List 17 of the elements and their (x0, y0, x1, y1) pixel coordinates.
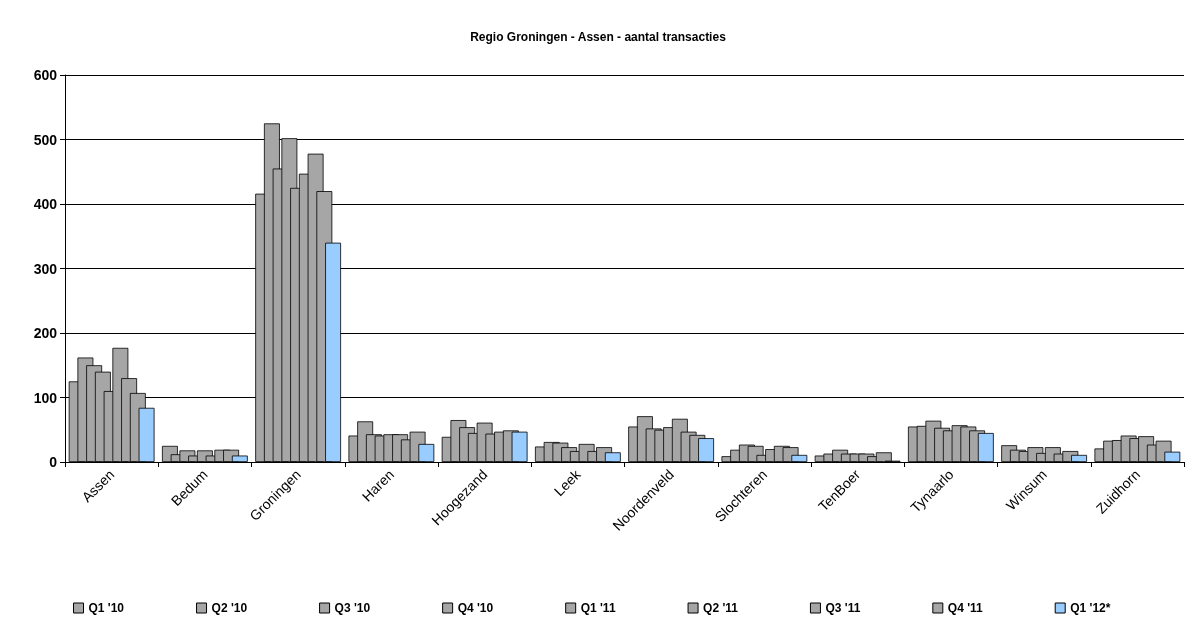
legend-label: Q4 '10 (457, 601, 494, 615)
y-tick-label: 600 (33, 67, 58, 83)
legend-label: Q1 '11 (580, 601, 616, 615)
y-tick-label: 400 (33, 196, 58, 212)
y-tick-label: 0 (49, 454, 58, 470)
legend-label: Q3 '10 (334, 601, 371, 615)
y-tick-label: 200 (33, 325, 58, 341)
legend-label: Q1 '12* (1070, 601, 1111, 615)
chart-title: Regio Groningen - Assen - aantal transacties (470, 30, 727, 44)
y-tick-label: 500 (33, 131, 58, 148)
legend-label: Q4 '11 (947, 601, 984, 615)
legend-label: Q3 '11 (825, 601, 861, 615)
legend-label: Q2 '10 (211, 601, 248, 615)
y-tick-label: 300 (33, 260, 58, 277)
legend-label: Q2 '11 (703, 601, 739, 615)
y-tick-label: 100 (33, 389, 58, 406)
legend-label: Q1 '10 (88, 601, 125, 615)
